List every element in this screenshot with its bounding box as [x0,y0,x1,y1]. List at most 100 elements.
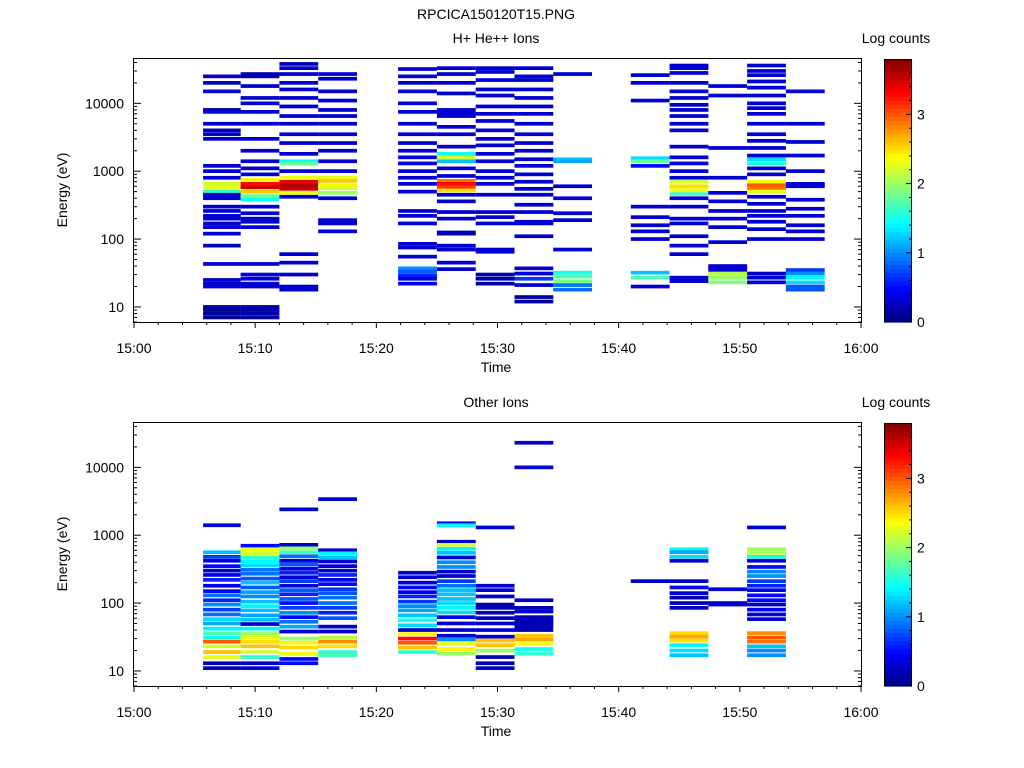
heatmap-cell [436,637,476,642]
heatmap-cell [240,543,280,548]
heatmap-cell [669,558,709,563]
heatmap-cell [475,616,515,620]
colorbar-segment [884,653,912,658]
heatmap-cell [240,644,280,649]
heatmap-cell [240,284,280,289]
heatmap-cell [514,74,554,79]
colorbar-segment [884,587,912,593]
heatmap-cell [436,188,476,193]
colorbar-tick-label: 2 [917,540,925,556]
heatmap-cell [475,594,515,599]
heatmap-cell [279,550,319,555]
heatmap-cell [708,225,748,229]
colorbar-segment [884,137,912,142]
heatmap-cell [240,211,280,216]
heatmap-cell [475,621,515,626]
heatmap-cell [630,237,670,241]
colorbar-segment [884,451,912,457]
heatmap-cell [747,202,786,206]
heatmap-cell [203,284,241,289]
heatmap-cell [669,184,709,189]
heatmap-cell [398,161,437,166]
heatmap-cell [203,164,241,168]
heatmap-cell [475,655,515,659]
heatmap-cell [436,601,476,605]
heatmap-cell [203,607,241,612]
heatmap-cell [669,128,709,133]
heatmap-cell [398,608,437,613]
colorbar-tick-label: 3 [917,106,925,122]
heatmap-cell [436,621,476,626]
heatmap-cell [669,275,709,280]
colorbar-segment [884,120,912,126]
heatmap-cell [669,279,709,283]
heatmap-cell [203,308,241,312]
x-tick-label: 15:00 [116,704,151,720]
heatmap-cell [436,159,476,164]
heatmap-cell [240,594,280,599]
heatmap-cell [708,602,748,607]
heatmap-cell [475,602,515,607]
heatmap-cell [318,121,357,126]
heatmap-cell [747,547,786,552]
heatmap-cell [398,632,437,636]
heatmap-cell [436,152,476,156]
heatmap-cell [279,554,319,559]
heatmap-cell [436,547,476,551]
heatmap-cell [398,645,437,650]
heatmap-cell [240,635,280,640]
heatmap-cell [747,183,786,188]
heatmap-cell [514,164,554,168]
heatmap-cell [203,573,241,577]
heatmap-cell [203,169,241,173]
heatmap-cell [708,209,748,213]
heatmap-cell [785,169,825,173]
heatmap-cell [240,194,280,198]
y-axis-other-ions: 10 100 1000 10000 [85,425,861,687]
heatmap-cell [398,214,437,218]
heatmap-cell [203,204,241,209]
heatmap-cell [436,642,476,646]
heatmap-cell [203,555,241,559]
heatmap-cell [203,589,241,593]
heatmap-cell [240,547,280,552]
heatmap-cell [279,81,319,85]
heatmap-cell [203,74,241,79]
heatmap-cell [203,137,241,141]
heatmap-cell [203,209,241,213]
heatmap-cell [398,590,437,594]
heatmap-cell [240,599,280,604]
heatmap-cell [475,638,515,643]
heatmap-cell [514,234,554,239]
heatmap-cell [398,121,437,126]
heatmap-cell [514,276,554,281]
colorbar-segment [884,636,912,642]
heatmap-cell [279,179,319,184]
colorbar-segment [884,542,912,547]
heatmap-cell [436,539,476,544]
heatmap-cell [203,635,241,640]
heatmap-cell [318,606,357,610]
heatmap-cell [318,601,357,605]
heatmap-cell [475,272,515,277]
heatmap-cell [279,141,319,145]
heatmap-cell [240,216,280,221]
heatmap-cell [318,169,357,173]
heatmap-cell [747,79,786,84]
heatmap-cell [475,192,515,197]
heatmap-cell [514,96,554,100]
heatmap-cell [436,615,476,619]
heatmap-cell [318,132,357,137]
heatmap-cell [747,551,786,555]
heatmap-cell [203,225,241,229]
heatmap-cell [318,559,357,564]
heatmap-cell [747,132,786,137]
colorbar-segment [884,591,912,597]
colorbar-segment [884,194,912,200]
heatmap-cell [747,653,786,658]
colorbar-segment [884,231,912,237]
heatmap-cell [553,159,592,164]
heatmap-cell [708,216,748,221]
heatmap-cell [203,583,241,588]
colorbar-segment [884,313,912,319]
